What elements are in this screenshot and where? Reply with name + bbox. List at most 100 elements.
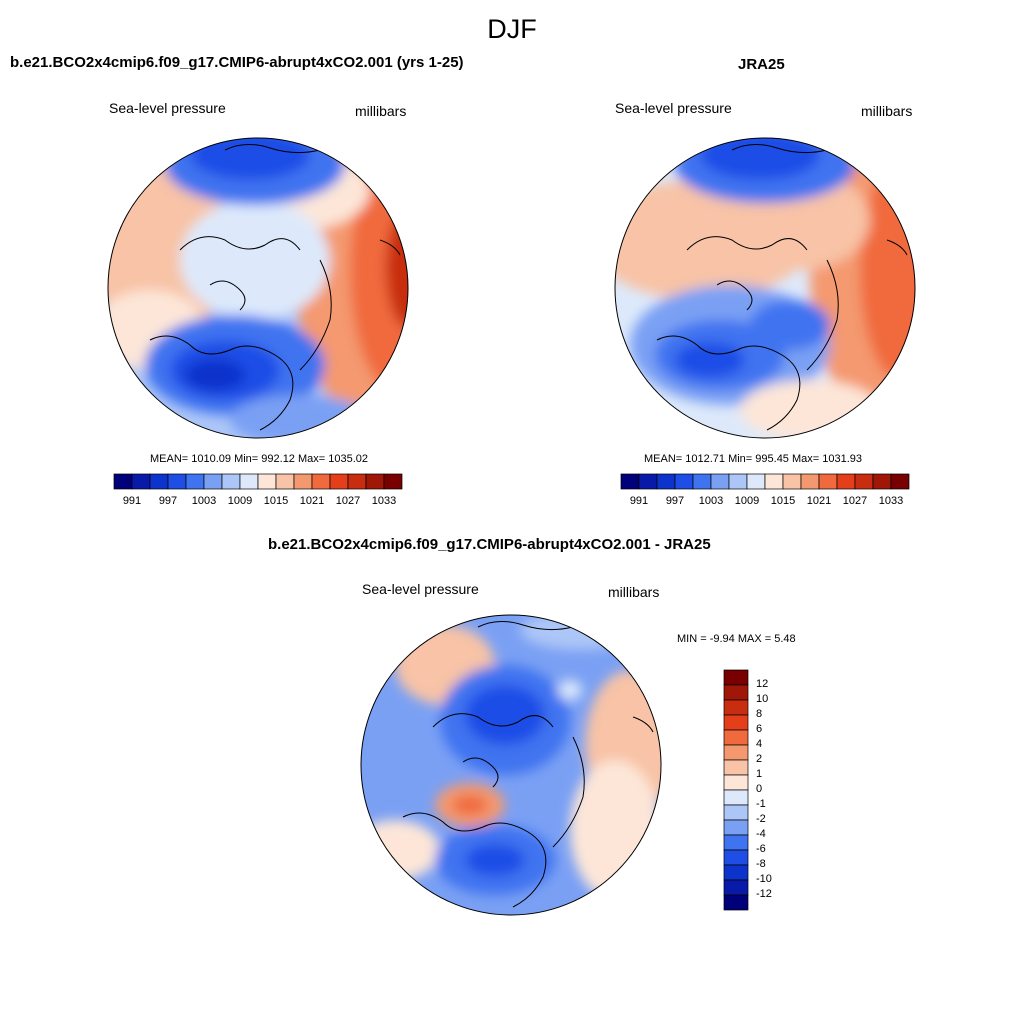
- obs-colorbar-tick-label: 1009: [734, 495, 760, 507]
- diff-colorbar-tick-label: -12: [756, 888, 772, 900]
- model-map-border: [107, 137, 409, 439]
- obs-polar-map: [615, 138, 915, 438]
- obs-colorbar-swatch: [764, 473, 784, 490]
- diff-colorbar-tick-label: -1: [756, 798, 766, 810]
- obs-colorbar-swatch: [620, 473, 640, 490]
- diff-colorbar: [723, 669, 749, 911]
- obs-colorbar-swatch: [728, 473, 748, 490]
- diff-colorbar-swatch: [723, 789, 749, 806]
- model-colorbar-swatch: [131, 473, 151, 490]
- obs-colorbar-swatch: [656, 473, 676, 490]
- diff-variable-label: Sea-level pressure: [362, 581, 479, 597]
- diff-colorbar-swatch: [723, 714, 749, 731]
- obs-colorbar-swatch: [800, 473, 820, 490]
- figure-title: DJF: [487, 14, 537, 44]
- model-colorbar: [113, 473, 403, 490]
- diff-colorbar-swatch: [723, 879, 749, 896]
- obs-stats: MEAN= 1012.71 Min= 995.45 Max= 1031.93: [644, 453, 863, 465]
- diff-colorbar-tick-label: -2: [756, 813, 766, 825]
- model-colorbar-tick-label: 1027: [335, 495, 361, 507]
- model-colorbar-tick-label: 991: [122, 495, 142, 507]
- obs-colorbar: [620, 473, 910, 490]
- diff-colorbar-swatch: [723, 759, 749, 776]
- model-panel-title: b.e21.BCO2x4cmip6.f09_g17.CMIP6-abrupt4x…: [10, 54, 464, 71]
- model-colorbar-swatch: [239, 473, 259, 490]
- model-variable-label: Sea-level pressure: [109, 100, 226, 116]
- model-colorbar-swatch: [113, 473, 133, 490]
- diff-colorbar-swatch: [723, 684, 749, 701]
- model-colorbar-swatch: [185, 473, 205, 490]
- obs-colorbar-swatch: [890, 473, 910, 490]
- model-colorbar-swatch: [311, 473, 331, 490]
- obs-colorbar-tick-label: 991: [629, 495, 649, 507]
- model-colorbar-swatch: [275, 473, 295, 490]
- diff-stats: MIN = -9.94 MAX = 5.48: [677, 633, 796, 645]
- diff-colorbar-swatch: [723, 819, 749, 836]
- diff-map-border: [360, 614, 662, 916]
- diff-panel-title: b.e21.BCO2x4cmip6.f09_g17.CMIP6-abrupt4x…: [268, 536, 711, 553]
- diff-colorbar-tick-label: 1: [756, 768, 763, 780]
- model-colorbar-tick-label: 997: [158, 495, 178, 507]
- model-colorbar-tick-label: 1033: [371, 495, 397, 507]
- obs-colorbar-swatch: [692, 473, 712, 490]
- obs-colorbar-swatch: [872, 473, 892, 490]
- obs-colorbar-tick-label: 1027: [842, 495, 868, 507]
- diff-colorbar-swatch: [723, 744, 749, 761]
- model-polar-map: [108, 138, 408, 438]
- diff-colorbar-swatch: [723, 864, 749, 881]
- model-colorbar-swatch: [221, 473, 241, 490]
- diff-colorbar-tick-label: -8: [756, 858, 766, 870]
- diff-colorbar-tick-label: 8: [756, 708, 763, 720]
- model-colorbar-tick-label: 1003: [191, 495, 217, 507]
- diff-colorbar-tick-label: 2: [756, 753, 763, 765]
- diff-colorbar-tick-label: -4: [756, 828, 766, 840]
- model-colorbar-tick-label: 1015: [263, 495, 289, 507]
- diff-colorbar-swatch: [723, 894, 749, 911]
- obs-panel-title: JRA25: [738, 56, 785, 73]
- obs-colorbar-swatch: [854, 473, 874, 490]
- diff-colorbar-tick-label: 10: [756, 693, 769, 705]
- diff-units-label: millibars: [608, 584, 660, 600]
- obs-colorbar-swatch: [782, 473, 802, 490]
- obs-units-label: millibars: [861, 103, 913, 119]
- model-colorbar-swatch: [347, 473, 367, 490]
- obs-colorbar-tick-label: 1003: [698, 495, 724, 507]
- diff-colorbar-swatch: [723, 774, 749, 791]
- diff-colorbar-tick-label: 6: [756, 723, 763, 735]
- obs-colorbar-swatch: [710, 473, 730, 490]
- diff-colorbar-tick-label: 4: [756, 738, 763, 750]
- model-colorbar-swatch: [383, 473, 403, 490]
- obs-colorbar-swatch: [674, 473, 694, 490]
- obs-colorbar-tick-label: 1021: [806, 495, 832, 507]
- diff-colorbar-swatch: [723, 834, 749, 851]
- obs-colorbar-tick-label: 1033: [878, 495, 904, 507]
- model-colorbar-swatch: [203, 473, 223, 490]
- model-colorbar-swatch: [365, 473, 385, 490]
- model-colorbar-swatch: [257, 473, 277, 490]
- model-colorbar-tick-label: 1009: [227, 495, 253, 507]
- obs-colorbar-tick-label: 997: [665, 495, 685, 507]
- diff-colorbar-swatch: [723, 849, 749, 866]
- diff-colorbar-swatch: [723, 729, 749, 746]
- obs-colorbar-swatch: [746, 473, 766, 490]
- diff-colorbar-tick-label: -10: [756, 873, 772, 885]
- model-stats: MEAN= 1010.09 Min= 992.12 Max= 1035.02: [150, 453, 369, 465]
- obs-map-border: [614, 137, 916, 439]
- model-colorbar-swatch: [329, 473, 349, 490]
- model-colorbar-swatch: [167, 473, 187, 490]
- diff-colorbar-swatch: [723, 804, 749, 821]
- diff-polar-map: [361, 615, 661, 915]
- model-colorbar-tick-label: 1021: [299, 495, 325, 507]
- model-units-label: millibars: [355, 103, 407, 119]
- obs-colorbar-swatch: [638, 473, 658, 490]
- model-colorbar-swatch: [149, 473, 169, 490]
- diff-colorbar-tick-label: -6: [756, 843, 766, 855]
- model-colorbar-swatch: [293, 473, 313, 490]
- diff-colorbar-swatch: [723, 669, 749, 686]
- diff-colorbar-tick-label: 12: [756, 678, 769, 690]
- obs-colorbar-tick-label: 1015: [770, 495, 796, 507]
- obs-variable-label: Sea-level pressure: [615, 100, 732, 116]
- diff-colorbar-tick-label: 0: [756, 783, 763, 795]
- diff-colorbar-swatch: [723, 699, 749, 716]
